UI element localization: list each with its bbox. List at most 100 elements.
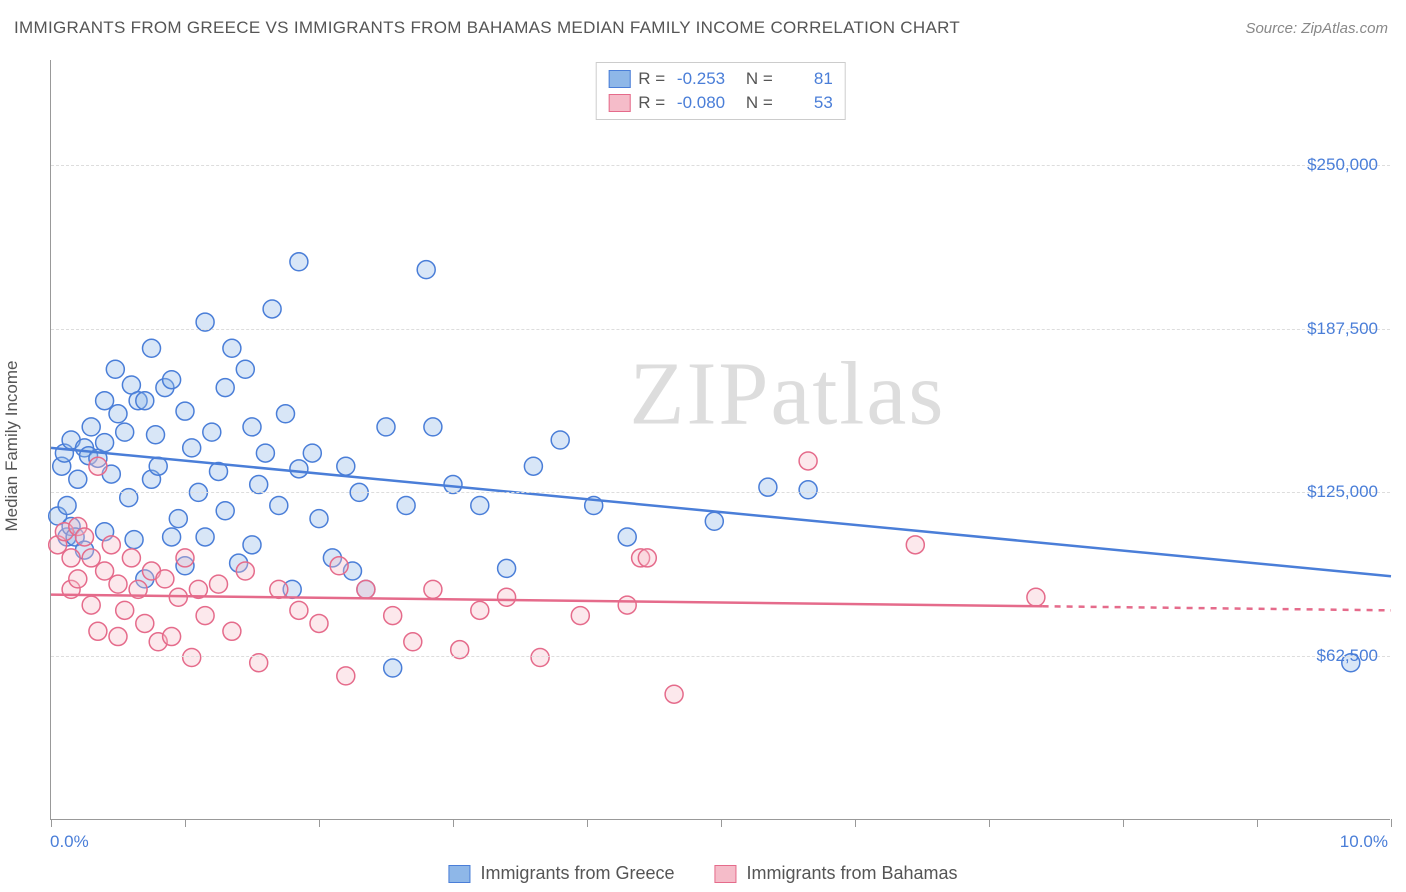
data-point (147, 426, 165, 444)
swatch-series-0 (608, 70, 630, 88)
data-point (163, 528, 181, 546)
data-point (176, 402, 194, 420)
data-point (705, 512, 723, 530)
data-point (799, 452, 817, 470)
gridline (51, 165, 1390, 166)
data-point (424, 418, 442, 436)
data-point (384, 607, 402, 625)
data-point (243, 536, 261, 554)
chart-container: IMMIGRANTS FROM GREECE VS IMMIGRANTS FRO… (0, 0, 1406, 892)
data-point (82, 418, 100, 436)
data-point (122, 549, 140, 567)
n-label: N = (746, 69, 773, 89)
data-point (243, 418, 261, 436)
data-point (89, 622, 107, 640)
data-point (665, 685, 683, 703)
y-tick-label: $250,000 (1307, 155, 1378, 175)
data-point (277, 405, 295, 423)
data-point (69, 570, 87, 588)
data-point (236, 360, 254, 378)
gridline (51, 492, 1390, 493)
data-point (337, 667, 355, 685)
data-point (143, 339, 161, 357)
data-point (89, 457, 107, 475)
x-tick (453, 819, 454, 827)
y-tick-label: $187,500 (1307, 319, 1378, 339)
data-point (236, 562, 254, 580)
data-point (498, 559, 516, 577)
data-point (551, 431, 569, 449)
data-point (116, 423, 134, 441)
data-point (116, 601, 134, 619)
r-value-series-1: -0.080 (673, 93, 725, 113)
legend-swatch-series-1 (714, 865, 736, 883)
data-point (270, 497, 288, 515)
x-axis-min-label: 0.0% (50, 832, 89, 852)
data-point (424, 580, 442, 598)
data-point (471, 601, 489, 619)
swatch-series-1 (608, 94, 630, 112)
regression-line (51, 595, 1043, 607)
series-legend: Immigrants from Greece Immigrants from B… (448, 863, 957, 884)
data-point (210, 575, 228, 593)
x-tick (989, 819, 990, 827)
data-point (163, 371, 181, 389)
legend-label-series-0: Immigrants from Greece (480, 863, 674, 884)
data-point (337, 457, 355, 475)
gridline (51, 329, 1390, 330)
data-point (571, 607, 589, 625)
gridline (51, 656, 1390, 657)
data-point (196, 607, 214, 625)
data-point (270, 580, 288, 598)
x-tick (587, 819, 588, 827)
data-point (125, 531, 143, 549)
x-tick (185, 819, 186, 827)
regression-line-extrapolated (1043, 606, 1391, 610)
data-point (196, 528, 214, 546)
x-tick (319, 819, 320, 827)
stats-row-series-0: R = -0.253 N = 81 (608, 67, 833, 91)
data-point (183, 649, 201, 667)
r-value-series-0: -0.253 (673, 69, 725, 89)
data-point (638, 549, 656, 567)
source-attribution: Source: ZipAtlas.com (1245, 20, 1388, 37)
data-point (618, 596, 636, 614)
data-point (250, 476, 268, 494)
data-point (290, 601, 308, 619)
data-point (377, 418, 395, 436)
legend-item-series-1: Immigrants from Bahamas (714, 863, 957, 884)
data-point (256, 444, 274, 462)
chart-svg (51, 60, 1390, 819)
data-point (109, 628, 127, 646)
y-tick-label: $62,500 (1317, 646, 1378, 666)
data-point (96, 562, 114, 580)
data-point (524, 457, 542, 475)
data-point (136, 614, 154, 632)
data-point (96, 392, 114, 410)
x-tick (1391, 819, 1392, 827)
data-point (76, 528, 94, 546)
data-point (109, 405, 127, 423)
legend-label-series-1: Immigrants from Bahamas (746, 863, 957, 884)
n-label: N = (746, 93, 773, 113)
data-point (109, 575, 127, 593)
data-point (404, 633, 422, 651)
data-point (69, 470, 87, 488)
data-point (216, 379, 234, 397)
n-value-series-1: 53 (781, 93, 833, 113)
data-point (183, 439, 201, 457)
x-tick (51, 819, 52, 827)
legend-item-series-0: Immigrants from Greece (448, 863, 674, 884)
x-axis-max-label: 10.0% (1340, 832, 1388, 852)
data-point (906, 536, 924, 554)
data-point (163, 628, 181, 646)
data-point (223, 339, 241, 357)
x-tick (1257, 819, 1258, 827)
legend-swatch-series-0 (448, 865, 470, 883)
data-point (203, 423, 221, 441)
stats-row-series-1: R = -0.080 N = 53 (608, 91, 833, 115)
x-tick (721, 819, 722, 827)
data-point (82, 596, 100, 614)
data-point (290, 253, 308, 271)
x-tick (855, 819, 856, 827)
